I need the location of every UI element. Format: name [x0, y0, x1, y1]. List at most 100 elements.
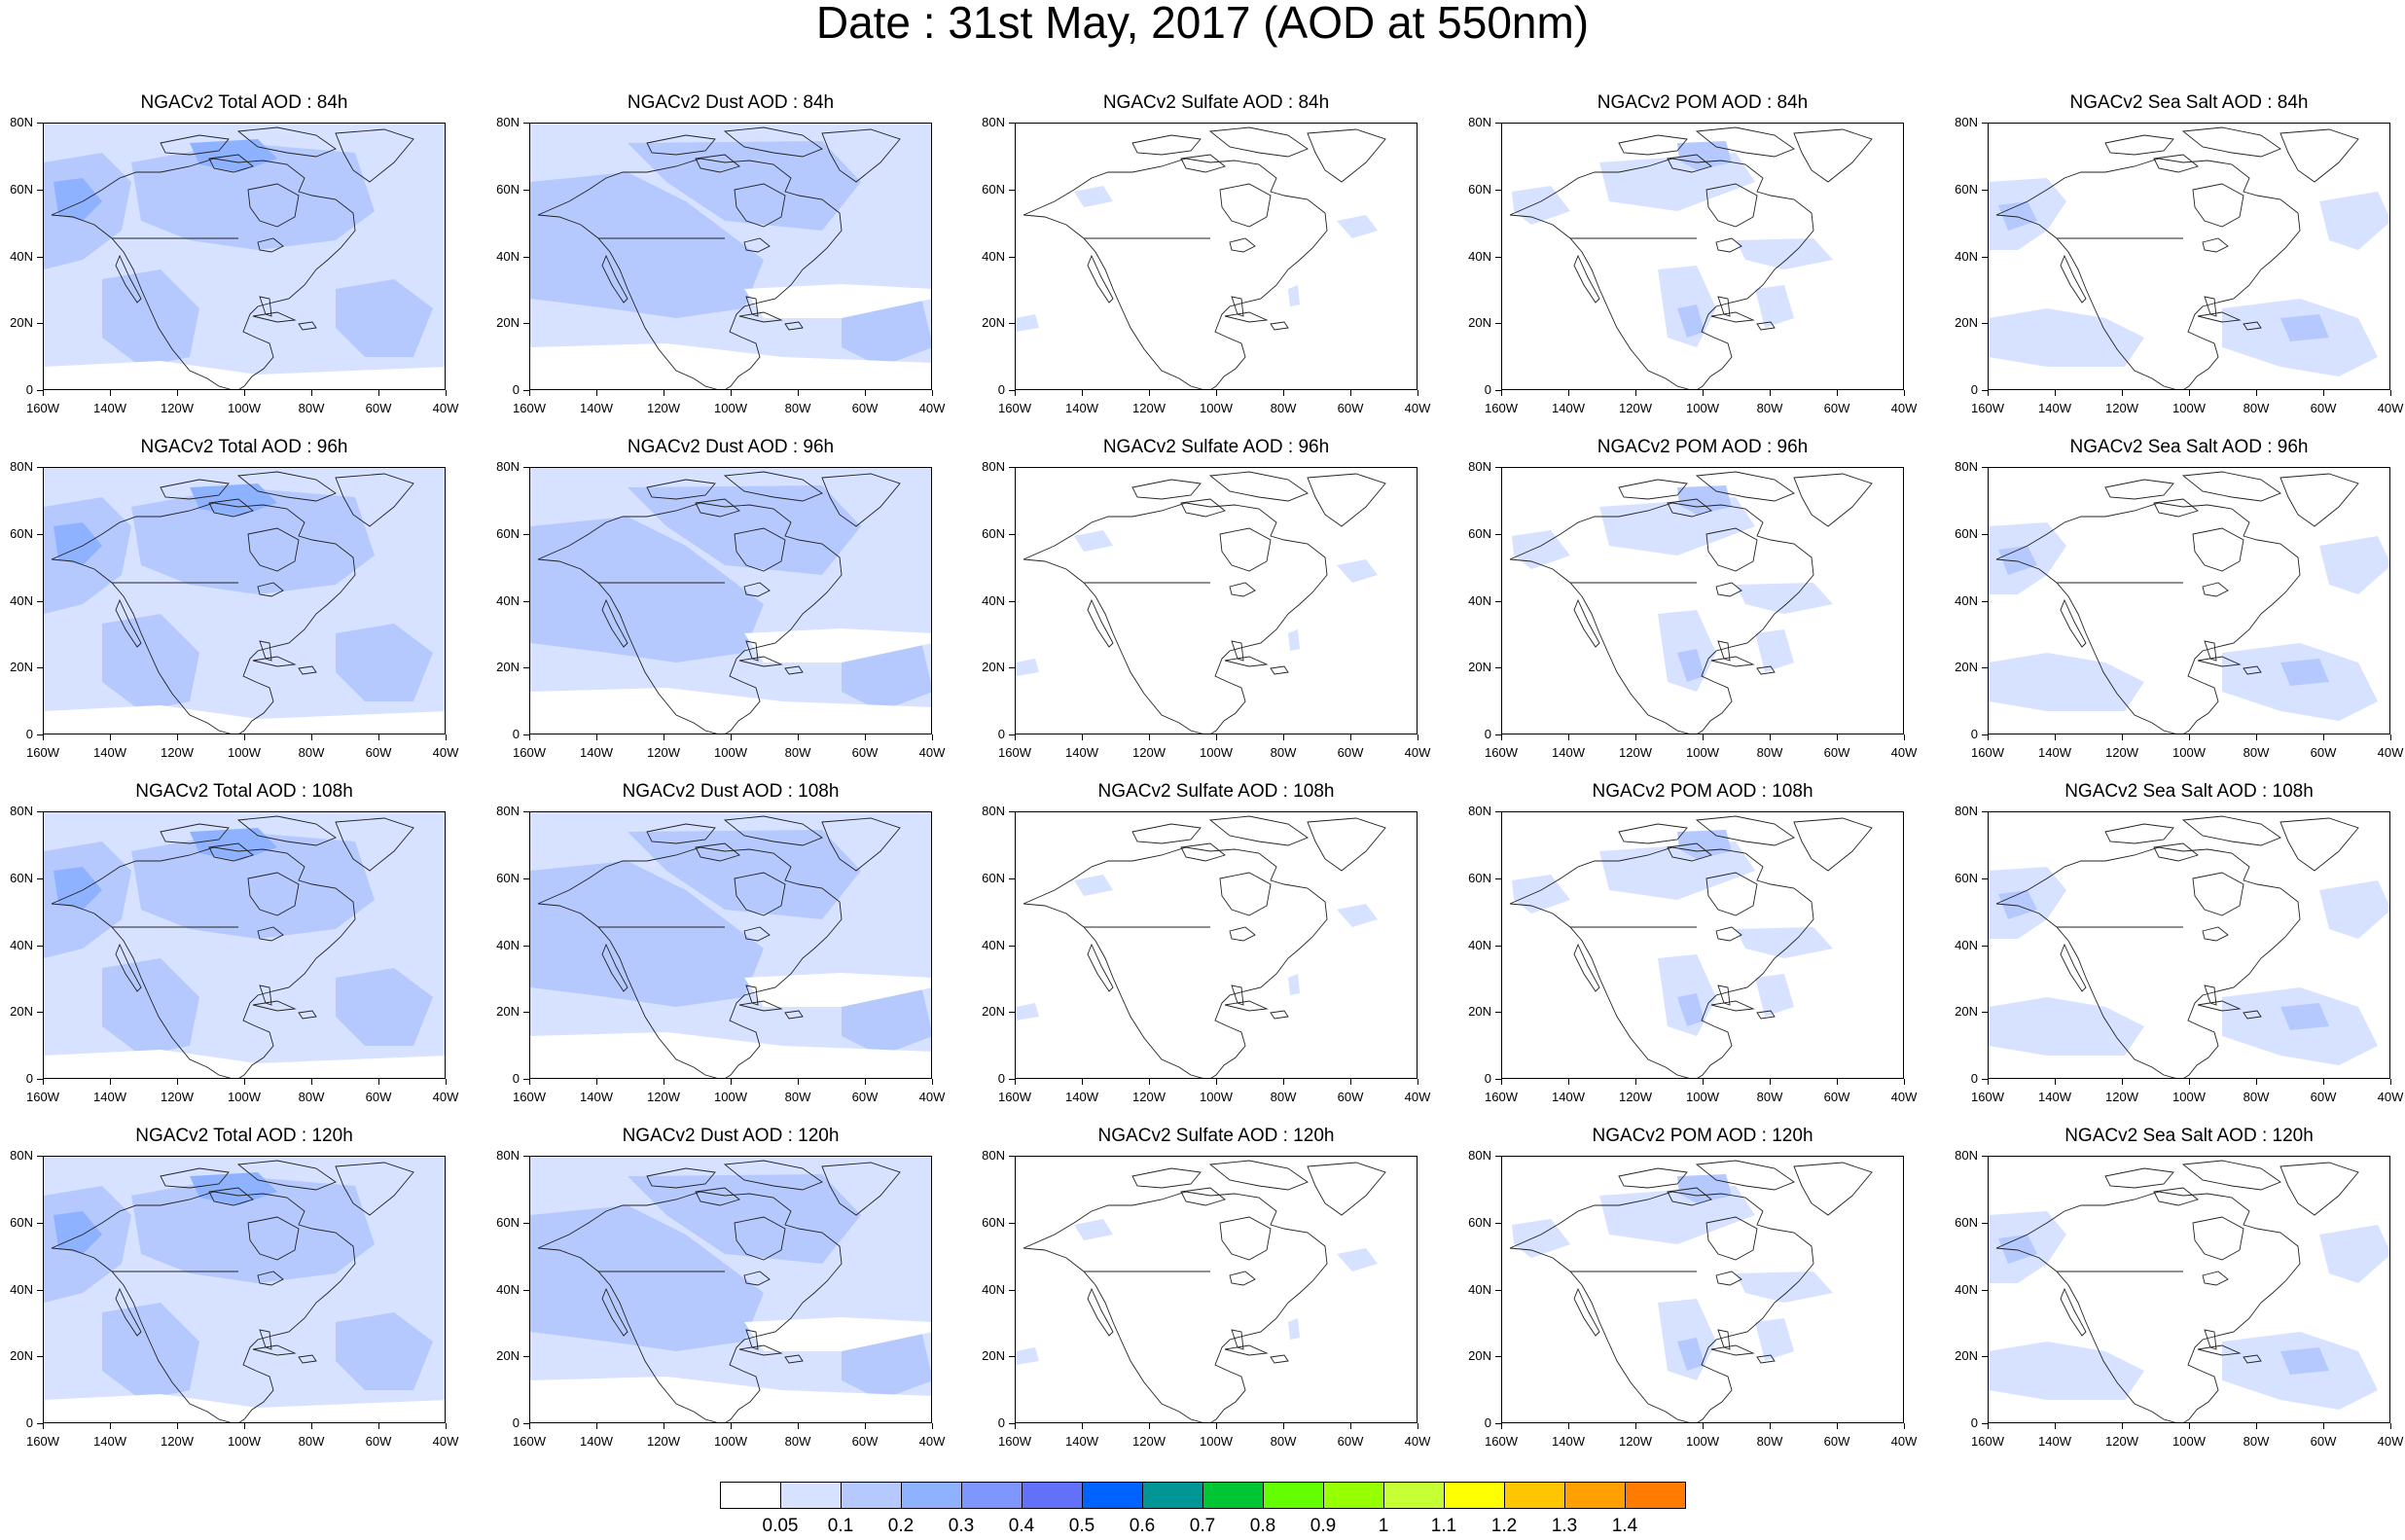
coastline-layer — [537, 471, 901, 734]
lat-tick — [1495, 390, 1501, 391]
lon-tick — [43, 1423, 44, 1429]
colorbar-label: 1.3 — [1551, 1516, 1578, 1536]
lon-tick — [311, 390, 312, 396]
aod-fill-region — [44, 1394, 445, 1422]
lon-tick-label: 120W — [647, 401, 680, 415]
map-frame — [1988, 1156, 2390, 1423]
lon-tick-label: 40W — [2377, 401, 2404, 415]
coastline — [51, 1191, 356, 1422]
lat-tick — [1009, 1012, 1015, 1014]
lat-tick — [523, 390, 529, 391]
coastline — [1229, 926, 1256, 942]
coastline — [1793, 473, 1873, 527]
lat-tick — [1982, 323, 1988, 325]
lat-tick — [1009, 189, 1015, 191]
coastline — [2153, 842, 2199, 862]
coastline — [1307, 473, 1386, 527]
lat-tick-label: 20N — [982, 660, 1005, 675]
colorbar-swatch — [1082, 1482, 1143, 1509]
panel-dust-108h: NGACv2 Dust AOD : 108h 80N 60N 40N 20N 0 160W 1… — [486, 782, 945, 1108]
lon-tick-label: 80W — [298, 401, 325, 415]
aod-map — [530, 124, 931, 389]
coastline — [1023, 158, 1328, 389]
coastline — [537, 158, 843, 389]
aod-fill-region — [1677, 1338, 1705, 1371]
panel-pom-120h: NGACv2 POM AOD : 120h 80N 60N 40N 20N 0 160W 14… — [1458, 1127, 1917, 1452]
lat-tick — [523, 811, 529, 812]
coastline — [784, 321, 804, 331]
coastline-layer — [1509, 471, 1873, 734]
aod-fill-region — [1074, 875, 1113, 896]
coastline — [1705, 527, 1758, 572]
aod-fill-region — [1677, 141, 1732, 170]
coastline — [51, 158, 356, 389]
lat-tick-label: 0 — [1484, 1071, 1491, 1086]
lon-tick-label: 160W — [26, 401, 59, 415]
lon-tick — [1635, 1423, 1636, 1429]
aod-fill-region — [1599, 153, 1755, 211]
aod-fill-region — [102, 958, 199, 1056]
colorbar-label: 0.8 — [1249, 1516, 1276, 1536]
lon-tick-label: 40W — [432, 401, 459, 415]
lon-tick-label: 40W — [918, 745, 946, 760]
lat-tick-label: 80N — [982, 804, 1005, 818]
lon-tick-label: 100W — [228, 745, 261, 760]
coastline — [236, 126, 337, 158]
lon-tick — [1149, 1079, 1150, 1085]
lon-tick — [1988, 390, 1989, 396]
lon-tick-label: 140W — [1552, 1434, 1585, 1449]
coastline — [1208, 1160, 1309, 1191]
coastline — [723, 126, 823, 158]
lat-tick — [37, 811, 43, 812]
lon-tick — [932, 1079, 933, 1085]
coastline-layer — [1509, 1160, 1873, 1422]
lon-tick — [2256, 390, 2257, 396]
lon-tick — [244, 390, 245, 396]
lat-tick-label: 80N — [1468, 459, 1491, 474]
coastline — [2060, 943, 2087, 992]
lon-tick — [1703, 1423, 1704, 1429]
aod-map — [1509, 471, 1873, 734]
colorbar-label: 0.5 — [1068, 1516, 1095, 1536]
lon-tick-label: 100W — [2172, 1090, 2206, 1104]
aod-fill-layer — [44, 1157, 445, 1422]
lat-tick — [1982, 811, 1988, 812]
coastline — [1219, 183, 1272, 228]
lon-tick-label: 120W — [161, 745, 194, 760]
lat-tick-label: 40N — [1468, 937, 1491, 952]
lon-tick — [1568, 734, 1569, 740]
panel-title: NGACv2 Total AOD : 120h — [135, 1126, 353, 1146]
aod-fill-region — [1736, 583, 1833, 614]
lon-tick-label: 60W — [2310, 745, 2337, 760]
lon-tick — [1149, 390, 1150, 396]
aod-fill-region — [1074, 186, 1113, 207]
coastline — [1180, 154, 1226, 173]
lon-tick — [43, 734, 44, 740]
coastline — [821, 128, 901, 183]
colorbar-swatch — [841, 1482, 902, 1509]
coastline — [2181, 1160, 2281, 1191]
lat-tick-label: 60N — [10, 1214, 33, 1230]
panel-dust-84h: NGACv2 Dust AOD : 84h 80N 60N 40N 20N 0 160W 14… — [486, 92, 945, 419]
lon-tick — [865, 1079, 866, 1085]
lon-tick — [177, 1079, 178, 1085]
lon-tick-label: 140W — [1065, 1434, 1098, 1449]
lon-tick — [110, 734, 111, 740]
coastline — [745, 296, 759, 317]
coastline — [160, 479, 230, 500]
lon-tick — [446, 1423, 447, 1429]
main-title: Date : 31st May, 2017 (AOD at 550nm) — [815, 0, 1590, 48]
lat-tick — [1982, 1156, 1988, 1157]
coastline — [1131, 479, 1202, 500]
coastline — [2060, 254, 2087, 304]
lon-tick-label: 120W — [1132, 745, 1166, 760]
aod-fill-region — [2319, 1225, 2389, 1283]
coastline — [1793, 817, 1873, 872]
aod-fill-region — [54, 522, 102, 565]
coastline — [743, 1271, 771, 1286]
coastline — [1995, 1191, 2301, 1422]
aod-fill-layer — [1512, 485, 1833, 692]
lon-tick — [110, 1079, 111, 1085]
panel-title: NGACv2 Dust AOD : 84h — [627, 92, 835, 113]
coastline — [734, 1216, 786, 1261]
